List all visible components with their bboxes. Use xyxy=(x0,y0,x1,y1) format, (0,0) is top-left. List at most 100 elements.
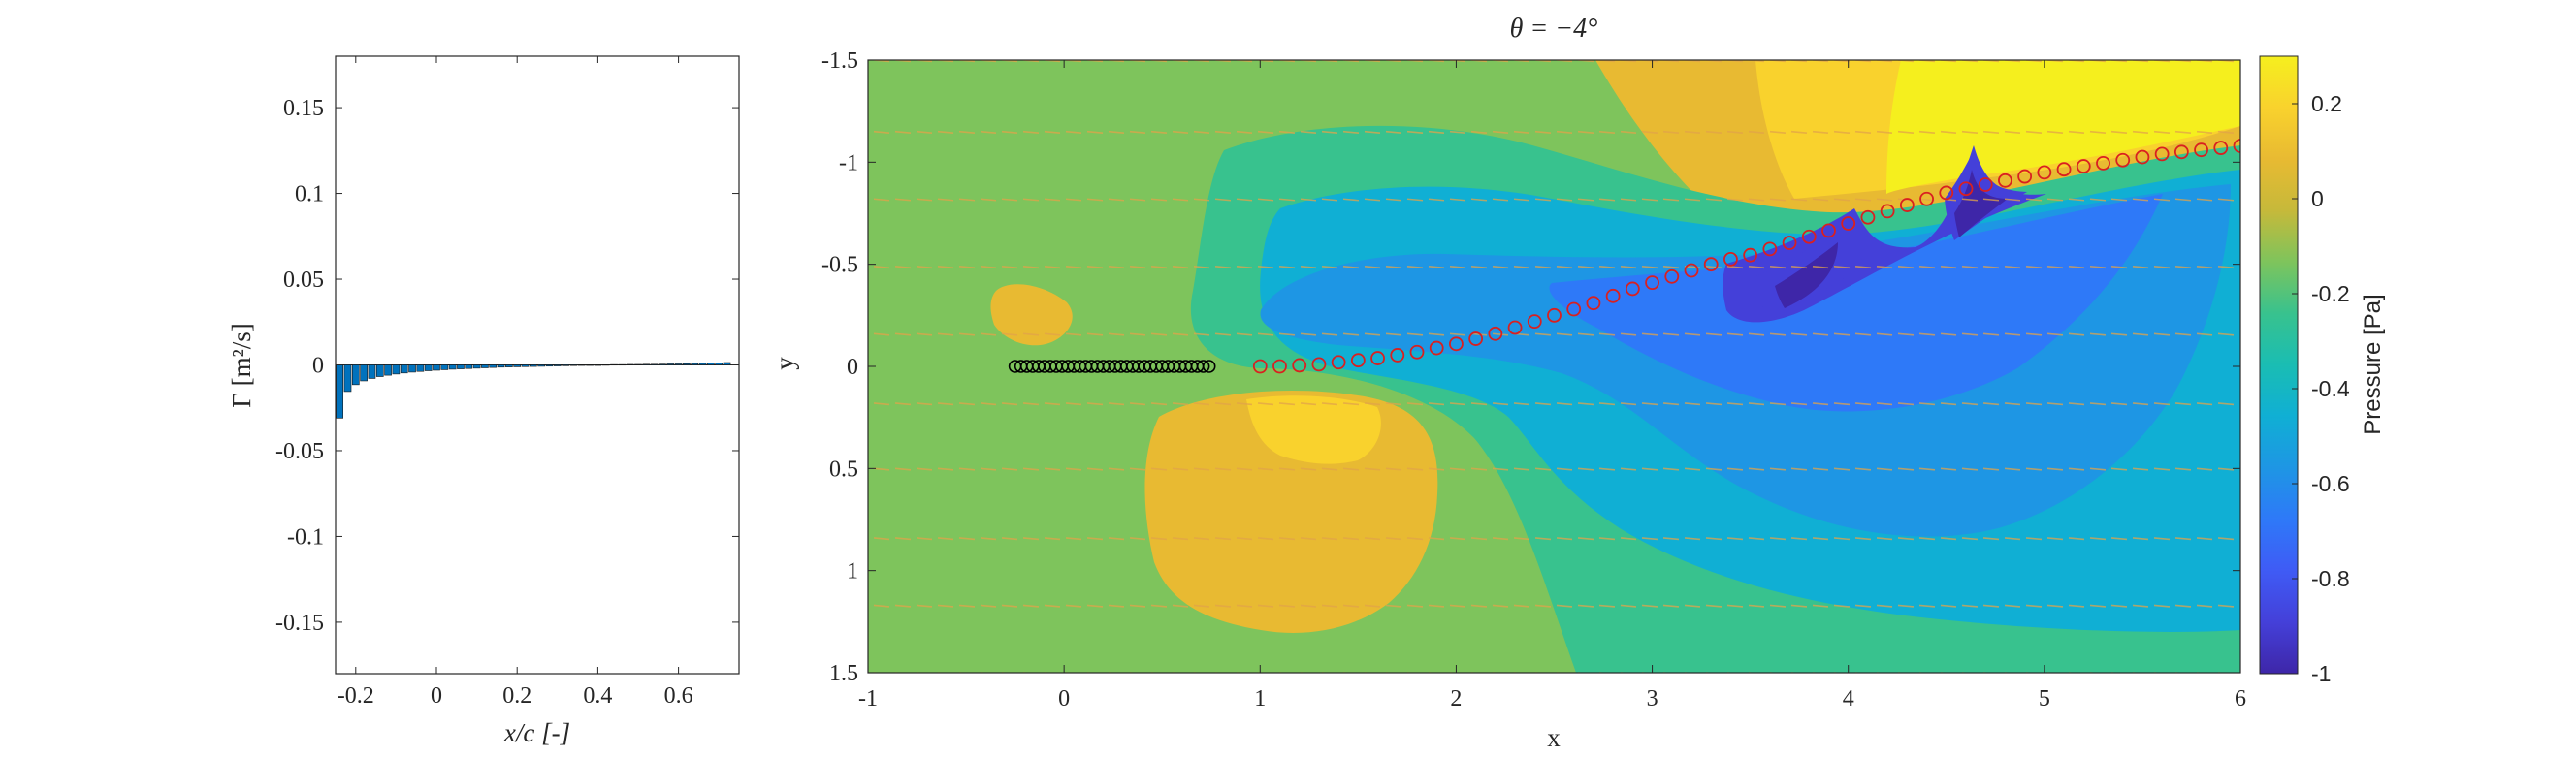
velocity-vector xyxy=(2025,467,2043,471)
colorbar-tick-label: -0.2 xyxy=(2311,281,2350,306)
circulation-bar xyxy=(634,363,642,365)
circulation-bar xyxy=(481,364,489,368)
velocity-vector xyxy=(1342,537,1360,541)
velocity-vector xyxy=(958,467,976,471)
velocity-vector xyxy=(2110,198,2128,202)
colorbar-ticks: 0.2 0 -0.2 -0.4 -0.6 -0.8 -1 xyxy=(2292,91,2350,686)
velocity-vector xyxy=(1662,332,1680,336)
circulation-bar xyxy=(666,363,675,365)
right-x-tick-label: 4 xyxy=(1843,686,1854,711)
velocity-vector xyxy=(1812,198,1829,202)
velocity-vector xyxy=(1598,467,1616,471)
velocity-vector xyxy=(1769,130,1787,135)
right-y-tick-label: 0.5 xyxy=(829,457,858,482)
right-y-tick-label: -0.5 xyxy=(821,253,858,278)
velocity-vector xyxy=(1492,537,1509,541)
velocity-vector xyxy=(1278,130,1296,135)
velocity-vector xyxy=(1598,265,1616,269)
circulation-bar xyxy=(343,364,352,393)
velocity-vector xyxy=(2068,265,2085,269)
velocity-vector xyxy=(1065,130,1082,135)
velocity-vector xyxy=(1300,604,1317,608)
velocity-vector xyxy=(2196,198,2213,202)
colorbar-tick-label: -1 xyxy=(2311,661,2331,686)
velocity-vector xyxy=(1961,537,1979,541)
velocity-vector xyxy=(2174,130,2192,135)
velocity-vector xyxy=(937,537,954,541)
velocity-vector xyxy=(1364,467,1381,471)
velocity-vector xyxy=(937,265,954,269)
velocity-vector xyxy=(1022,130,1040,135)
velocity-vector xyxy=(1108,604,1125,608)
velocity-vector xyxy=(1662,198,1680,202)
velocity-vector xyxy=(1150,537,1168,541)
velocity-vector xyxy=(1598,198,1616,202)
velocity-vector xyxy=(1726,537,1744,541)
wake-point xyxy=(1625,281,1640,297)
velocity-vector xyxy=(1086,198,1104,202)
velocity-vector xyxy=(1662,130,1680,135)
velocity-vector xyxy=(1684,198,1701,202)
velocity-vector xyxy=(1513,265,1530,269)
velocity-vector xyxy=(980,402,997,406)
velocity-vector xyxy=(1790,537,1808,541)
velocity-vector xyxy=(1108,537,1125,541)
velocity-vector xyxy=(1641,537,1658,541)
velocity-vector xyxy=(873,198,890,202)
velocity-vector xyxy=(1129,537,1146,541)
velocity-vector xyxy=(873,467,890,471)
velocity-vector xyxy=(1812,402,1829,406)
velocity-vector xyxy=(1236,467,1253,471)
velocity-vector xyxy=(1833,332,1851,336)
wake-point xyxy=(1919,191,1934,206)
velocity-vector xyxy=(1577,467,1594,471)
velocity-vector xyxy=(1641,198,1658,202)
velocity-vector xyxy=(916,402,933,406)
velocity-vector xyxy=(1236,402,1253,406)
velocity-vector xyxy=(980,265,997,269)
velocity-vector xyxy=(1961,198,1979,202)
velocity-vector xyxy=(2025,265,2043,269)
circulation-bar xyxy=(601,364,610,366)
velocity-vector xyxy=(2068,130,2085,135)
velocity-vector xyxy=(894,604,912,608)
velocity-vector xyxy=(1214,402,1232,406)
velocity-vector xyxy=(1876,537,1893,541)
velocity-vector xyxy=(2132,402,2149,406)
velocity-vector xyxy=(1257,604,1274,608)
velocity-vector xyxy=(1022,198,1040,202)
circulation-bar xyxy=(626,363,634,365)
velocity-vector xyxy=(1193,265,1210,269)
wake-point xyxy=(2037,165,2052,180)
velocity-vector xyxy=(1406,604,1424,608)
velocity-vector xyxy=(1641,130,1658,135)
left-y-tick-label: 0.05 xyxy=(283,268,324,293)
velocity-vector xyxy=(1086,604,1104,608)
wake-point xyxy=(1782,236,1797,250)
velocity-vector xyxy=(1662,402,1680,406)
velocity-vector xyxy=(1108,130,1125,135)
velocity-vector xyxy=(1449,265,1466,269)
velocity-vector xyxy=(1172,332,1189,336)
velocity-vector xyxy=(1769,332,1787,336)
velocity-vector xyxy=(2174,402,2192,406)
velocity-vector xyxy=(1406,130,1424,135)
velocity-vector xyxy=(1556,402,1573,406)
velocity-vector xyxy=(1790,402,1808,406)
wake-point xyxy=(1880,204,1895,219)
velocity-vector xyxy=(1492,198,1509,202)
velocity-vector xyxy=(1961,604,1979,608)
velocity-vector xyxy=(1470,402,1488,406)
wake-point xyxy=(1605,288,1621,303)
velocity-vector xyxy=(1854,198,1872,202)
velocity-vector xyxy=(958,402,976,406)
velocity-vector xyxy=(958,537,976,541)
velocity-vector xyxy=(1513,604,1530,608)
velocity-vector xyxy=(1001,604,1018,608)
velocity-vector xyxy=(2217,265,2235,269)
velocity-vector xyxy=(2068,332,2085,336)
velocity-vector xyxy=(1342,467,1360,471)
velocity-vector xyxy=(1257,265,1274,269)
velocity-vector xyxy=(2217,198,2235,202)
velocity-vector xyxy=(2089,332,2107,336)
